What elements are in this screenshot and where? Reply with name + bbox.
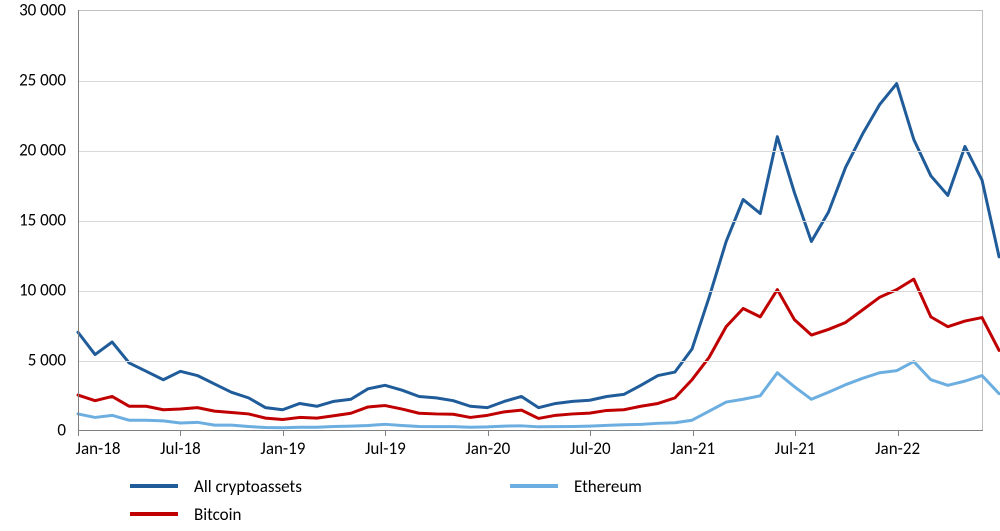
x-tick [180, 430, 181, 436]
x-tick [590, 430, 591, 436]
x-tick-label: Jul-19 [365, 438, 406, 459]
y-tick-label: 0 [57, 420, 66, 441]
y-axis-labels: 0 5 000 10 000 15 000 20 000 25 000 30 000 [0, 0, 72, 440]
x-tick-label: Jan-20 [465, 438, 510, 459]
x-tick [898, 430, 899, 436]
x-tick [488, 430, 489, 436]
crypto-line-chart: 0 5 000 10 000 15 000 20 000 25 000 30 000 Jan… [0, 0, 1000, 531]
y-tick-label: 20 000 [19, 140, 66, 161]
series-bitcoin [78, 279, 999, 419]
grid-line [78, 81, 982, 82]
x-tick-label: Jan-18 [76, 438, 121, 459]
x-tick-label: Jan-19 [260, 438, 305, 459]
y-tick-label: 10 000 [19, 280, 66, 301]
y-tick-label: 25 000 [19, 70, 66, 91]
x-tick [795, 430, 796, 436]
legend-label: Ethereum [574, 476, 642, 497]
legend-swatch [510, 484, 558, 488]
x-tick [78, 430, 79, 436]
x-tick-label: Jul-20 [570, 438, 611, 459]
y-tick-label: 15 000 [19, 210, 66, 231]
grid-line [78, 221, 982, 222]
y-tick-label: 5 000 [28, 350, 66, 371]
legend-label: All cryptoassets [194, 476, 302, 497]
legend-item-all-cryptoassets: All cryptoassets [130, 476, 510, 497]
x-tick-label: Jul-21 [775, 438, 816, 459]
legend-swatch [130, 512, 178, 516]
grid-line [78, 291, 982, 292]
legend-item-ethereum: Ethereum [510, 476, 890, 497]
x-axis-ticks: Jan-18 Jul-18 Jan-19 Jul-19 Jan-20 Jul-20 Jan-… [78, 430, 983, 460]
legend: All cryptoassets Ethereum Bitcoin [130, 472, 890, 528]
legend-label: Bitcoin [194, 504, 241, 525]
x-tick-label: Jan-21 [670, 438, 715, 459]
legend-item-bitcoin: Bitcoin [130, 504, 510, 525]
plot-area [78, 10, 983, 430]
legend-swatch [130, 484, 178, 488]
x-tick-label: Jul-18 [160, 438, 201, 459]
y-tick-label: 30 000 [19, 0, 66, 21]
x-tick [283, 430, 284, 436]
y-axis-line [78, 10, 79, 430]
grid-line [78, 151, 982, 152]
x-tick-label: Jan-22 [875, 438, 920, 459]
grid-line [78, 361, 982, 362]
x-tick [385, 430, 386, 436]
x-tick [693, 430, 694, 436]
